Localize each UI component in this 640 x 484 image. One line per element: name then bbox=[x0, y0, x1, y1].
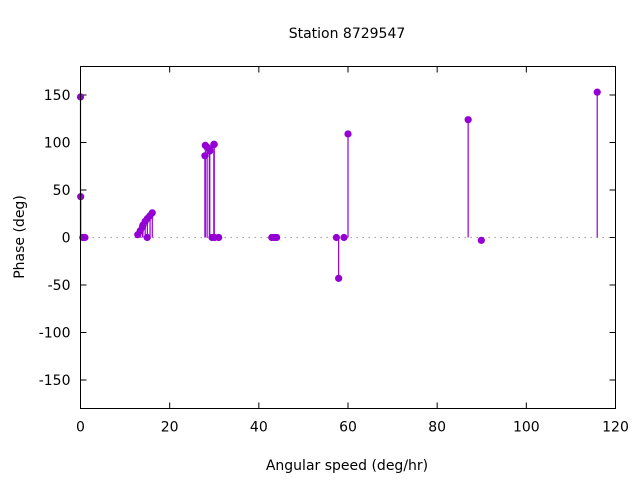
data-point bbox=[273, 233, 281, 242]
y-axis-label: Phase (deg) bbox=[12, 195, 28, 279]
x-tick-label: 100 bbox=[513, 420, 540, 436]
y-tick-label: 150 bbox=[44, 88, 71, 104]
chart-title: Station 8729547 bbox=[289, 26, 406, 42]
x-tick-label: 40 bbox=[250, 420, 268, 436]
y-tick-label: -100 bbox=[39, 326, 71, 342]
axes: 0 20 40 60 80 100 120 -150 -100 -50 0 50 100 150 bbox=[39, 66, 629, 436]
data-point bbox=[81, 233, 89, 242]
plot-frame bbox=[80, 66, 616, 409]
data-point bbox=[344, 130, 352, 138]
data-point bbox=[464, 116, 472, 124]
x-tick-label: 80 bbox=[428, 420, 446, 436]
y-tick-label: 100 bbox=[44, 136, 71, 152]
data-point bbox=[335, 274, 343, 282]
y-tick-label: -150 bbox=[39, 373, 71, 389]
data-point bbox=[593, 88, 601, 96]
data-point bbox=[148, 209, 156, 217]
data-point bbox=[340, 233, 348, 242]
y-tick-label: -50 bbox=[48, 278, 71, 294]
x-axis-label: Angular speed (deg/hr) bbox=[266, 458, 428, 474]
data-point bbox=[210, 140, 218, 148]
data-point bbox=[215, 233, 223, 242]
y-tick-label: 50 bbox=[53, 183, 71, 199]
x-tick-label: 120 bbox=[602, 420, 629, 436]
x-tick-label: 0 bbox=[76, 420, 85, 436]
x-tick-label: 60 bbox=[339, 420, 357, 436]
data-point bbox=[206, 147, 214, 155]
data-point bbox=[477, 236, 485, 244]
data-marks bbox=[76, 88, 601, 282]
x-tick-label: 20 bbox=[161, 420, 179, 436]
y-tick-label: 0 bbox=[62, 231, 71, 247]
